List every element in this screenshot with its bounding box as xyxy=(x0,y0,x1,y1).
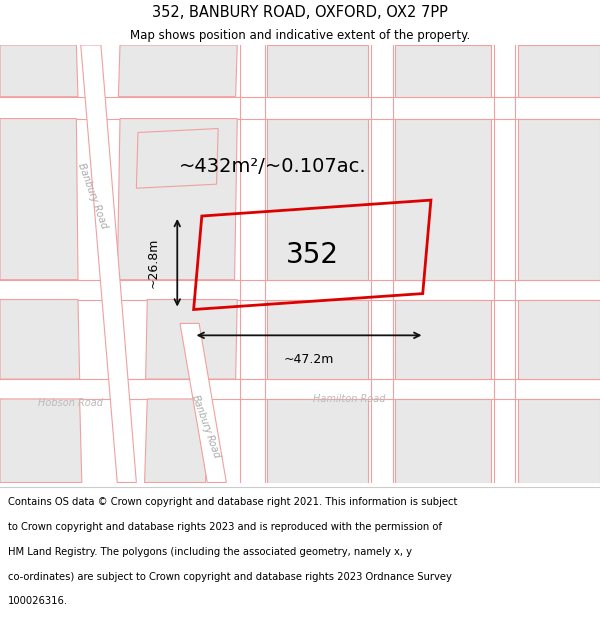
Text: to Crown copyright and database rights 2023 and is reproduced with the permissio: to Crown copyright and database rights 2… xyxy=(8,522,442,532)
Polygon shape xyxy=(0,45,78,97)
Text: ~47.2m: ~47.2m xyxy=(284,352,334,366)
Text: Contains OS data © Crown copyright and database right 2021. This information is : Contains OS data © Crown copyright and d… xyxy=(8,497,457,507)
Polygon shape xyxy=(267,399,368,482)
Text: Hamilton Road: Hamilton Road xyxy=(313,394,385,404)
Text: co-ordinates) are subject to Crown copyright and database rights 2023 Ordnance S: co-ordinates) are subject to Crown copyr… xyxy=(8,571,452,581)
Text: Road: Road xyxy=(204,433,222,460)
Text: ~26.8m: ~26.8m xyxy=(146,238,159,288)
Polygon shape xyxy=(267,299,368,379)
Polygon shape xyxy=(136,129,218,188)
Polygon shape xyxy=(518,119,600,279)
Polygon shape xyxy=(117,119,237,279)
Polygon shape xyxy=(180,323,226,482)
Text: 100026316.: 100026316. xyxy=(8,596,68,606)
Polygon shape xyxy=(518,399,600,482)
Polygon shape xyxy=(146,299,237,379)
Text: Map shows position and indicative extent of the property.: Map shows position and indicative extent… xyxy=(130,29,470,42)
Text: HM Land Registry. The polygons (including the associated geometry, namely x, y: HM Land Registry. The polygons (includin… xyxy=(8,547,412,557)
Text: ~432m²/~0.107ac.: ~432m²/~0.107ac. xyxy=(179,157,367,176)
Text: Hobson Road: Hobson Road xyxy=(38,398,103,408)
Polygon shape xyxy=(518,45,600,97)
Text: 352, BANBURY ROAD, OXFORD, OX2 7PP: 352, BANBURY ROAD, OXFORD, OX2 7PP xyxy=(152,5,448,20)
Polygon shape xyxy=(0,299,80,379)
Polygon shape xyxy=(395,399,491,482)
Text: 352: 352 xyxy=(286,241,339,269)
Polygon shape xyxy=(395,119,491,279)
Polygon shape xyxy=(0,399,82,482)
Polygon shape xyxy=(267,45,368,97)
Polygon shape xyxy=(267,119,368,279)
Polygon shape xyxy=(0,119,78,279)
Text: Banbury Road: Banbury Road xyxy=(76,162,109,231)
Polygon shape xyxy=(395,45,491,97)
Polygon shape xyxy=(81,45,136,483)
Polygon shape xyxy=(395,299,491,379)
Polygon shape xyxy=(145,399,207,482)
Text: Banbury: Banbury xyxy=(190,394,214,436)
Polygon shape xyxy=(518,299,600,379)
Polygon shape xyxy=(118,45,237,97)
